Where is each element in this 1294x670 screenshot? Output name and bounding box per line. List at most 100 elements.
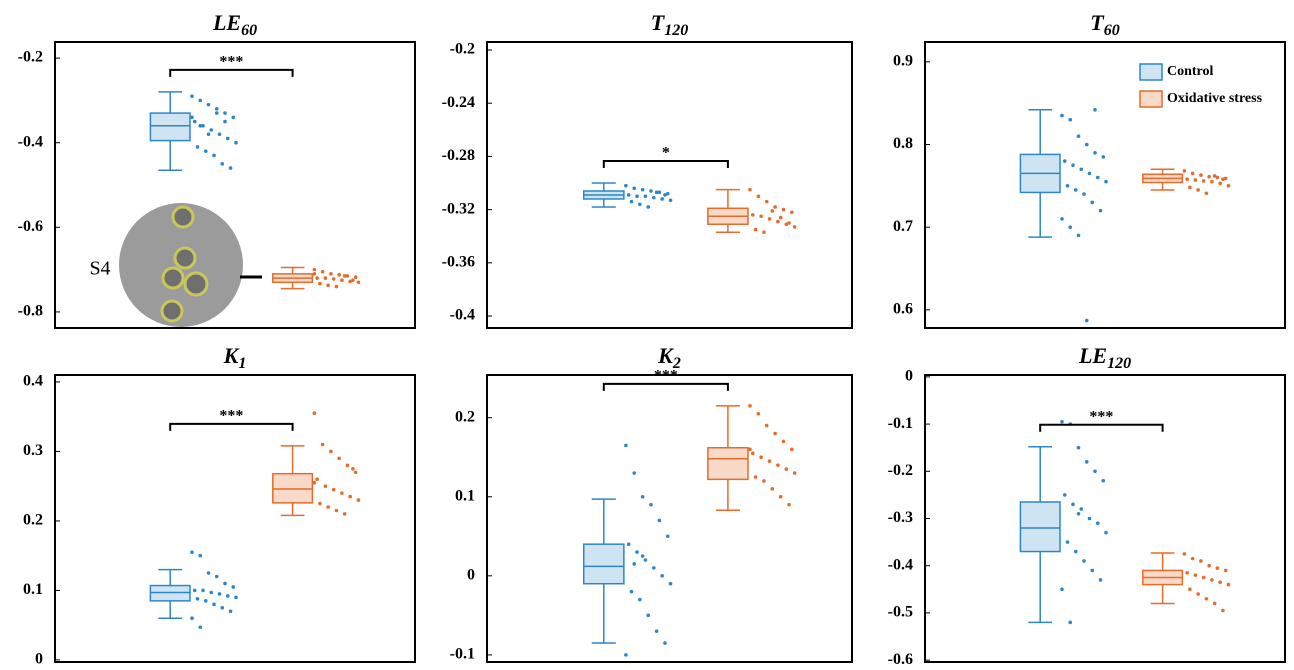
data-point <box>231 116 235 120</box>
data-point <box>1066 540 1070 544</box>
data-point <box>1077 234 1081 238</box>
data-point <box>644 558 648 562</box>
data-point <box>1221 177 1225 181</box>
data-point <box>1082 192 1086 196</box>
data-point <box>1088 517 1092 521</box>
data-point <box>1093 469 1097 473</box>
data-point <box>624 653 628 657</box>
data-point <box>215 575 219 579</box>
data-point <box>757 412 761 416</box>
data-point <box>773 205 777 209</box>
data-point <box>641 188 645 192</box>
data-point <box>663 193 667 197</box>
data-point <box>630 200 634 204</box>
data-point <box>1218 580 1222 584</box>
data-point <box>632 562 636 566</box>
data-point <box>652 566 656 570</box>
data-point <box>357 498 361 502</box>
data-point <box>787 221 791 225</box>
data-point <box>1188 588 1192 592</box>
data-point <box>198 124 202 128</box>
y-tick-label: 0.1 <box>455 487 475 504</box>
data-point <box>1101 479 1105 483</box>
data-point <box>1060 217 1064 221</box>
significance-label: * <box>662 145 670 162</box>
y-tick-label: -0.4 <box>450 307 475 324</box>
data-point <box>218 592 222 596</box>
significance-bracket <box>170 424 292 431</box>
data-point <box>220 162 224 166</box>
data-point <box>1060 114 1064 118</box>
data-point <box>229 166 233 170</box>
y-tick-label: 0.1 <box>23 581 43 598</box>
data-point <box>313 272 317 276</box>
data-point <box>1227 184 1231 188</box>
data-point <box>313 411 317 415</box>
data-point <box>343 512 347 516</box>
data-point <box>1071 163 1075 167</box>
legend-swatch <box>1140 64 1162 80</box>
data-point <box>660 197 664 201</box>
data-point <box>1205 597 1209 601</box>
data-point <box>223 120 227 124</box>
y-tick-label: -0.1 <box>888 415 913 432</box>
data-point <box>638 202 642 206</box>
y-tick-label: -0.6 <box>888 651 913 668</box>
data-point <box>198 99 202 103</box>
data-point <box>229 609 233 613</box>
data-point <box>754 228 758 232</box>
legend-swatch <box>1140 91 1162 107</box>
box <box>584 544 624 584</box>
data-point <box>1194 573 1198 577</box>
data-point <box>1068 621 1072 625</box>
data-point <box>765 200 769 204</box>
data-point <box>669 582 673 586</box>
data-point <box>773 432 777 436</box>
data-point <box>1185 571 1189 575</box>
panel: K20.20.10-0.1*** <box>450 343 852 663</box>
data-point <box>335 285 339 289</box>
data-point <box>315 276 319 280</box>
data-point <box>190 116 194 120</box>
data-point <box>1079 167 1083 171</box>
significance-bracket <box>604 384 728 391</box>
data-point <box>329 272 333 276</box>
data-point <box>630 590 634 594</box>
cell-inset: S4 <box>89 203 262 327</box>
data-point <box>326 505 330 509</box>
data-point <box>209 128 213 132</box>
data-point <box>1207 175 1211 179</box>
data-point <box>765 424 769 428</box>
data-point <box>655 191 659 195</box>
data-point <box>1196 592 1200 596</box>
data-point <box>1199 173 1203 177</box>
data-point <box>793 225 797 229</box>
data-point <box>1063 159 1067 163</box>
title-main: K <box>223 343 240 368</box>
data-point <box>324 484 328 488</box>
data-point <box>223 582 227 586</box>
data-point <box>632 471 636 475</box>
y-tick-label: -0.2 <box>888 462 913 479</box>
data-point <box>1068 225 1072 229</box>
inset-label: S4 <box>89 258 110 280</box>
data-point <box>666 534 670 538</box>
data-point <box>318 282 322 286</box>
panel: K10.40.30.20.10*** <box>23 343 415 668</box>
y-tick-label: -0.8 <box>18 303 43 320</box>
data-point <box>644 195 648 199</box>
data-point <box>351 278 355 282</box>
data-point <box>635 550 639 554</box>
data-point <box>351 467 355 471</box>
data-point <box>1090 201 1094 205</box>
data-point <box>234 141 238 145</box>
data-point <box>226 594 230 598</box>
data-point <box>1085 460 1089 464</box>
data-point <box>658 519 662 523</box>
data-point <box>1077 134 1081 138</box>
title-subscript: 120 <box>664 22 688 39</box>
data-point <box>1101 155 1105 159</box>
data-point <box>215 107 219 111</box>
data-point <box>1185 177 1189 181</box>
data-point <box>348 495 352 499</box>
